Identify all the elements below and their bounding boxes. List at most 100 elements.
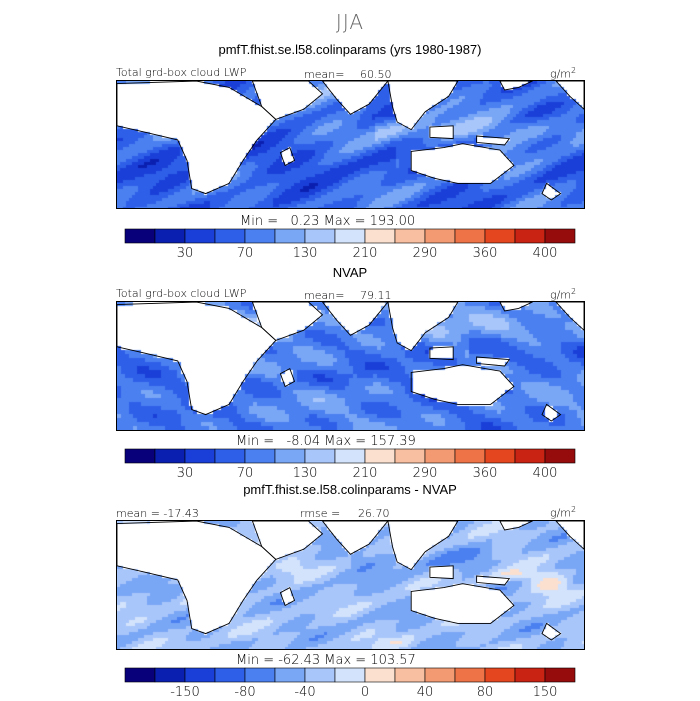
coastline-borneo [429, 346, 454, 361]
panel-2-mean-value: 79.11 [360, 289, 392, 302]
panel-1-colorbar-swatch-3 [214, 228, 246, 244]
panel-2-colorbar-tick-label: 290 [413, 466, 438, 481]
panel-2-colorbar-swatch-10 [424, 448, 456, 464]
coastline-africa [117, 81, 277, 195]
coastline-japan [499, 81, 533, 91]
panel-3-colorbar-tick-label: 40 [417, 685, 434, 700]
coastline-newguinea [476, 575, 511, 586]
panel-1-colorbar-swatch-12 [484, 228, 516, 244]
panel-3-colorbar-swatch-5 [274, 667, 306, 683]
panel-1-colorbar-swatch-10 [424, 228, 456, 244]
panel-3-colorbar-swatch-6 [304, 667, 336, 683]
coastline-nz [541, 622, 562, 641]
panel-3-minmax: Min = -62.43 Max = 103.57 [236, 653, 416, 668]
panel-3-colorbar-swatch-8 [364, 667, 396, 683]
coastline-arabia [251, 302, 324, 341]
panel-1-mean-label: mean= [304, 68, 345, 81]
panel-3-colorbar-tick-label: -150 [170, 685, 200, 700]
coastline-nz [541, 403, 562, 422]
panel-3-colorbar-tick-label: -40 [294, 685, 315, 700]
panel-2-colorbar-swatch-6 [304, 448, 336, 464]
panel-1-colorbar-swatch-0 [124, 228, 156, 244]
panel-3-colorbar-swatch-7 [334, 667, 366, 683]
coastline-australia [410, 364, 515, 405]
panel-3-map [116, 520, 585, 650]
panel-2-coastlines [117, 302, 584, 422]
coastline-newguinea [476, 356, 511, 367]
panel-2-colorbar-swatch-12 [484, 448, 516, 464]
coastline-india [321, 302, 389, 336]
coastline-japan [499, 302, 533, 312]
coastline-japan [499, 521, 533, 531]
panel-1-colorbar-swatch-4 [244, 228, 276, 244]
panel-2-map [116, 301, 585, 431]
coastline-asia [387, 521, 459, 571]
panel-3-rmse-label: rmse = [300, 507, 341, 520]
panel-2-colorbar-tick-label: 130 [293, 466, 318, 481]
panel-3-colorbar-swatch-11 [454, 667, 486, 683]
panel-2-colorbar-swatch-0 [124, 448, 156, 464]
panel-2-title: NVAP [332, 265, 368, 280]
coastline-africa [117, 521, 277, 635]
panel-3-colorbar-tick-label: -80 [234, 685, 255, 700]
panel-3-colorbar-swatch-1 [154, 667, 186, 683]
panel-1-minmax: Min = 0.23 Max = 193.00 [240, 214, 416, 229]
panel-1-mean-value: 60.50 [360, 68, 392, 81]
coastline-africa [117, 302, 277, 416]
coastline-india [321, 521, 389, 555]
panel-3-mean: mean = -17.43 [116, 507, 199, 520]
panel-1-units: g/m2 [550, 66, 577, 81]
panel-1-header-left: Total grd-box cloud LWP [116, 66, 247, 79]
panel-1-coastlines [117, 81, 584, 201]
panel-2-colorbar-tick-label: 210 [353, 466, 378, 481]
panel-2-colorbar-swatch-7 [334, 448, 366, 464]
panel-2-colorbar-tick-label: 30 [177, 466, 194, 481]
panel-1-colorbar-swatch-8 [364, 228, 396, 244]
panel-3-colorbar-tick-label: 80 [477, 685, 494, 700]
coastline-nz [541, 182, 562, 201]
panel-1-colorbar-tick-label: 400 [533, 246, 558, 261]
panel-2-colorbar-tick-label: 70 [237, 466, 254, 481]
panel-1-colorbar-swatch-5 [274, 228, 306, 244]
panel-3-colorbar-tick-label: 0 [361, 685, 369, 700]
panel-3-colorbar-swatch-2 [184, 667, 216, 683]
panel-2-colorbar-tick-label: 400 [533, 466, 558, 481]
panel-3-colorbar-swatch-0 [124, 667, 156, 683]
coastline-namerica [555, 521, 584, 550]
panel-2-colorbar-swatch-13 [514, 448, 546, 464]
panel-2-colorbar-swatch-2 [184, 448, 216, 464]
panel-3-colorbar: -150 -80 -40 0 40 80 150 [124, 667, 576, 700]
panel-2-colorbar-swatch-3 [214, 448, 246, 464]
panel-1-colorbar-swatch-14 [544, 228, 576, 244]
coastline-asia [387, 302, 459, 352]
panel-3-colorbar-swatch-12 [484, 667, 516, 683]
panel-1-colorbar-tick-label: 130 [293, 246, 318, 261]
panel-2-colorbar-swatch-4 [244, 448, 276, 464]
panel-1-colorbar-tick-label: 360 [473, 246, 498, 261]
page-title: JJA [335, 10, 365, 34]
panel-2-colorbar-swatch-1 [154, 448, 186, 464]
panel-3-field [117, 521, 584, 649]
panel-3-colorbar-swatch-10 [424, 667, 456, 683]
panel-2-mean-label: mean= [304, 289, 345, 302]
panel-1-colorbar-tick-label: 70 [237, 246, 254, 261]
panel-3-rmse-value: 26.70 [358, 507, 390, 520]
panel-1-colorbar: 30 70 130 210 290 360 400 [124, 228, 576, 261]
panel-3-colorbar-swatch-3 [214, 667, 246, 683]
panel-1-colorbar-swatch-7 [334, 228, 366, 244]
panel-1-colorbar-swatch-1 [154, 228, 186, 244]
panel-1-colorbar-swatch-13 [514, 228, 546, 244]
coastline-namerica [555, 302, 584, 331]
panel-2-field [117, 302, 584, 430]
panel-3-colorbar-swatch-14 [544, 667, 576, 683]
panel-1-field [117, 81, 584, 208]
coastline-australia [410, 143, 515, 184]
panel-1-title: pmfT.fhist.se.l58.colinparams (yrs 1980-… [218, 42, 482, 57]
panel-2-header-left: Total grd-box cloud LWP [116, 287, 247, 300]
panel-2-colorbar-swatch-11 [454, 448, 486, 464]
panel-1-colorbar-swatch-6 [304, 228, 336, 244]
coastline-newguinea [476, 135, 511, 146]
panel-3-colorbar-swatch-9 [394, 667, 426, 683]
panel-1-colorbar-swatch-2 [184, 228, 216, 244]
panel-3-coastlines [117, 521, 584, 641]
